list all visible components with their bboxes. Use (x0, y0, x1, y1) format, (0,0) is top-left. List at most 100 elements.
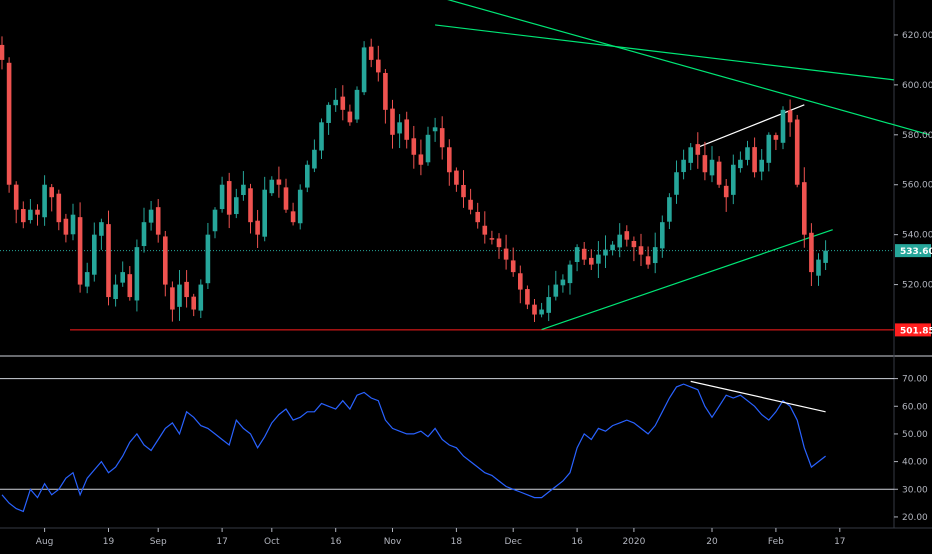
candle[interactable] (532, 299, 537, 323)
candle[interactable] (219, 176, 225, 213)
candle[interactable] (368, 38, 374, 68)
candle[interactable] (305, 160, 310, 193)
candle[interactable] (191, 293, 196, 317)
candle[interactable] (319, 118, 324, 159)
candle[interactable] (773, 132, 779, 151)
candle[interactable] (92, 222, 97, 282)
candle[interactable] (418, 139, 424, 176)
candle[interactable] (610, 241, 615, 256)
candle[interactable] (802, 167, 807, 248)
candle[interactable] (99, 218, 104, 250)
candle[interactable] (468, 188, 473, 215)
candle[interactable] (198, 279, 204, 319)
candle[interactable] (794, 114, 800, 188)
candle[interactable] (70, 203, 76, 241)
candle[interactable] (84, 262, 90, 294)
candle[interactable] (28, 198, 33, 224)
time-axis[interactable]: Aug 19 Sep 17 Oct 16 Nov 18 Dec 16 2020 20 Feb 17 (36, 528, 846, 547)
trend-line[interactable] (541, 229, 833, 331)
candle[interactable] (752, 137, 757, 178)
candle[interactable] (702, 141, 708, 181)
candle[interactable] (276, 166, 282, 198)
candle[interactable] (567, 260, 573, 295)
candle[interactable] (340, 85, 346, 121)
candle[interactable] (652, 232, 658, 274)
candle[interactable] (212, 207, 218, 239)
trend-line[interactable] (697, 104, 805, 148)
channel-line[interactable] (414, 0, 930, 136)
price-axis[interactable]: 520.00 540.00 560.00 580.00 600.00 620.00 (894, 31, 932, 291)
candle[interactable] (134, 239, 140, 312)
candle[interactable] (681, 149, 686, 180)
candle[interactable] (35, 204, 40, 226)
candle[interactable] (780, 106, 786, 150)
candle[interactable] (596, 241, 601, 278)
candle[interactable] (574, 244, 580, 272)
candle[interactable] (638, 233, 644, 266)
candle[interactable] (589, 249, 594, 270)
candle[interactable] (113, 274, 118, 307)
candle[interactable] (49, 184, 54, 212)
candle[interactable] (234, 188, 239, 219)
candle[interactable] (432, 117, 438, 142)
candle[interactable] (148, 201, 154, 231)
candle[interactable] (525, 285, 530, 310)
candle[interactable] (21, 201, 26, 229)
candle[interactable] (667, 193, 672, 230)
rsi-line-group[interactable] (1, 380, 826, 513)
candle[interactable] (163, 230, 168, 297)
rsi-axis[interactable]: 20.00 30.00 40.00 50.00 60.00 70.00 (894, 375, 928, 523)
candle[interactable] (510, 247, 516, 277)
candle[interactable] (745, 140, 750, 166)
candle[interactable] (326, 102, 331, 135)
candle[interactable] (560, 274, 566, 293)
candle[interactable] (290, 202, 296, 226)
candle[interactable] (312, 139, 317, 173)
candle[interactable] (553, 270, 559, 301)
candle[interactable] (333, 88, 338, 112)
price-candles[interactable] (0, 36, 828, 323)
candle[interactable] (248, 183, 253, 234)
candle[interactable] (397, 114, 402, 149)
candle[interactable] (624, 225, 630, 247)
candle[interactable] (823, 240, 828, 271)
candle[interactable] (170, 281, 175, 322)
candle[interactable] (177, 270, 182, 321)
candle[interactable] (617, 223, 622, 258)
candle[interactable] (503, 234, 509, 270)
candle[interactable] (645, 246, 651, 269)
candle[interactable] (759, 149, 764, 181)
candle[interactable] (660, 215, 665, 258)
candle[interactable] (383, 68, 388, 124)
candle[interactable] (539, 302, 544, 318)
candle[interactable] (809, 223, 814, 287)
candle[interactable] (297, 184, 303, 230)
candle[interactable] (688, 143, 693, 171)
candle[interactable] (716, 156, 722, 188)
candle[interactable] (6, 57, 12, 193)
candle[interactable] (0, 36, 5, 70)
candle[interactable] (709, 146, 715, 183)
channel-line[interactable] (435, 24, 895, 81)
candle[interactable] (489, 230, 495, 245)
candle[interactable] (205, 222, 211, 290)
candle[interactable] (816, 253, 821, 286)
candle[interactable] (731, 154, 736, 205)
candle[interactable] (518, 265, 523, 304)
candle[interactable] (141, 207, 147, 253)
candle[interactable] (404, 111, 409, 149)
candle[interactable] (184, 270, 189, 308)
candle[interactable] (127, 266, 133, 301)
candle[interactable] (411, 125, 417, 169)
candle[interactable] (447, 139, 452, 186)
candle[interactable] (425, 126, 431, 166)
candle[interactable] (695, 132, 701, 169)
candle[interactable] (376, 45, 381, 82)
candle[interactable] (461, 170, 466, 208)
candle[interactable] (77, 202, 83, 293)
candle[interactable] (262, 176, 267, 242)
candle[interactable] (255, 209, 260, 249)
rsi-trend-line[interactable] (690, 380, 826, 413)
